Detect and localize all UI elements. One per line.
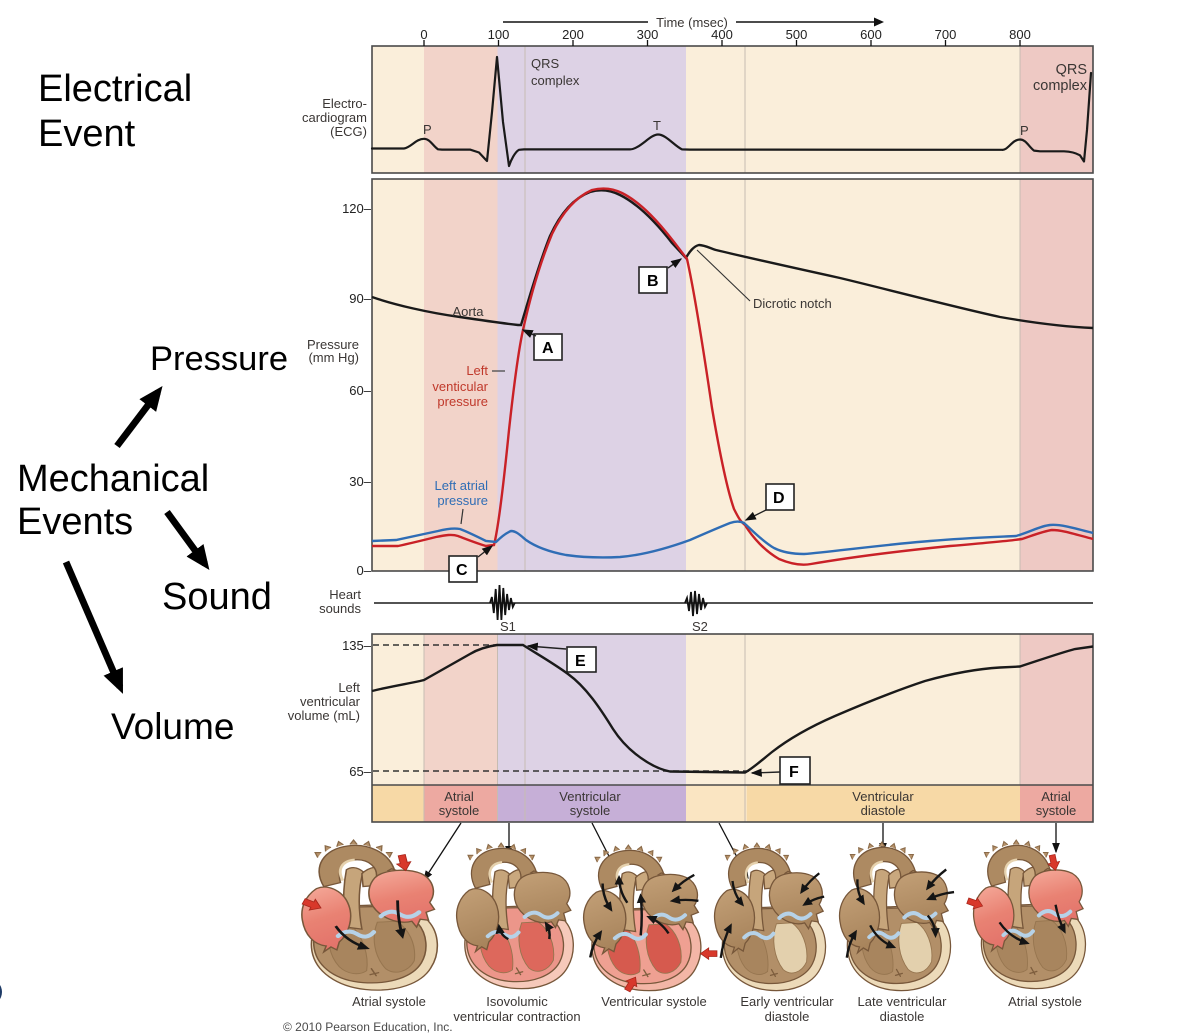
- svg-text:Late ventricular: Late ventricular: [858, 994, 948, 1009]
- svg-text:systole: systole: [439, 803, 479, 818]
- svg-text:P: P: [1020, 123, 1029, 138]
- svg-text:500: 500: [786, 27, 808, 42]
- svg-text:0–: 0–: [357, 563, 372, 578]
- svg-text:complex: complex: [531, 73, 580, 88]
- svg-text:pressure: pressure: [437, 493, 488, 508]
- svg-text:F: F: [789, 764, 799, 781]
- svg-text:complex: complex: [1033, 78, 1088, 94]
- svg-text:200: 200: [562, 27, 584, 42]
- svg-text:A: A: [542, 340, 554, 357]
- svg-text:90–: 90–: [349, 291, 371, 306]
- svg-text:Electro-: Electro-: [322, 96, 367, 111]
- svg-text:sounds: sounds: [319, 601, 361, 616]
- svg-text:diastole: diastole: [880, 1009, 925, 1024]
- svg-text:300: 300: [637, 27, 659, 42]
- svg-text:Isovolumic: Isovolumic: [486, 994, 548, 1009]
- svg-text:systole: systole: [570, 803, 610, 818]
- svg-text:QRS: QRS: [531, 56, 560, 71]
- svg-text:400: 400: [711, 27, 733, 42]
- svg-text:Mechanical: Mechanical: [17, 458, 209, 500]
- svg-text:C: C: [456, 562, 468, 579]
- svg-text:B: B: [647, 273, 659, 290]
- svg-text:T: T: [653, 118, 661, 133]
- svg-text:Ventricular: Ventricular: [852, 789, 914, 804]
- svg-text:Left: Left: [466, 363, 488, 378]
- svg-text:ventricular contraction: ventricular contraction: [453, 1009, 580, 1024]
- svg-text:Atrial systole: Atrial systole: [352, 994, 426, 1009]
- svg-text:135–: 135–: [342, 638, 372, 653]
- svg-text:60–: 60–: [349, 383, 371, 398]
- svg-text:Aorta: Aorta: [452, 304, 484, 319]
- svg-text:cardiogram: cardiogram: [302, 110, 367, 125]
- svg-text:Left atrial: Left atrial: [435, 478, 489, 493]
- svg-text:120–: 120–: [342, 201, 372, 216]
- svg-text:diastole: diastole: [861, 803, 906, 818]
- svg-text:Ventricular systole: Ventricular systole: [601, 994, 707, 1009]
- svg-text:600: 600: [860, 27, 882, 42]
- svg-text:S2: S2: [692, 619, 708, 634]
- svg-text:Events: Events: [17, 501, 133, 543]
- svg-text:venticular: venticular: [432, 379, 488, 394]
- svg-text:pressure: pressure: [437, 394, 488, 409]
- svg-text:ventricular: ventricular: [300, 694, 361, 709]
- svg-text:700: 700: [935, 27, 957, 42]
- svg-text:Sound: Sound: [162, 576, 272, 618]
- svg-text:Early ventricular: Early ventricular: [740, 994, 834, 1009]
- svg-text:30–: 30–: [349, 474, 371, 489]
- svg-text:Time (msec): Time (msec): [656, 15, 728, 30]
- svg-text:S1: S1: [500, 619, 516, 634]
- svg-text:© 2010 Pearson Education, Inc.: © 2010 Pearson Education, Inc.: [283, 1020, 453, 1034]
- svg-text:65–: 65–: [349, 764, 371, 779]
- svg-text:Heart: Heart: [329, 587, 361, 602]
- svg-text:volume (mL): volume (mL): [288, 708, 360, 723]
- svg-text:Volume: Volume: [111, 706, 234, 747]
- svg-text:100: 100: [488, 27, 510, 42]
- svg-text:Atrial: Atrial: [1041, 789, 1071, 804]
- svg-text:(ECG): (ECG): [330, 124, 367, 139]
- svg-text:Pressure: Pressure: [307, 337, 359, 352]
- svg-text:800: 800: [1009, 27, 1031, 42]
- svg-text:Left: Left: [338, 680, 360, 695]
- svg-text:Dicrotic notch: Dicrotic notch: [753, 296, 832, 311]
- svg-text:QRS: QRS: [1056, 62, 1087, 78]
- svg-text:Atrial systole: Atrial systole: [1008, 994, 1082, 1009]
- svg-text:D: D: [773, 490, 785, 507]
- svg-text:Electrical: Electrical: [38, 68, 192, 110]
- svg-text:Pressure: Pressure: [150, 340, 288, 378]
- svg-text:0: 0: [420, 27, 427, 42]
- svg-text:P: P: [423, 122, 432, 137]
- svg-text:Event: Event: [38, 113, 136, 155]
- svg-text:systole: systole: [1036, 803, 1076, 818]
- svg-text:Atrial: Atrial: [444, 789, 474, 804]
- svg-text:Ventricular: Ventricular: [559, 789, 621, 804]
- svg-text:diastole: diastole: [765, 1009, 810, 1024]
- svg-text:(mm Hg): (mm Hg): [308, 350, 359, 365]
- svg-text:E: E: [575, 653, 586, 670]
